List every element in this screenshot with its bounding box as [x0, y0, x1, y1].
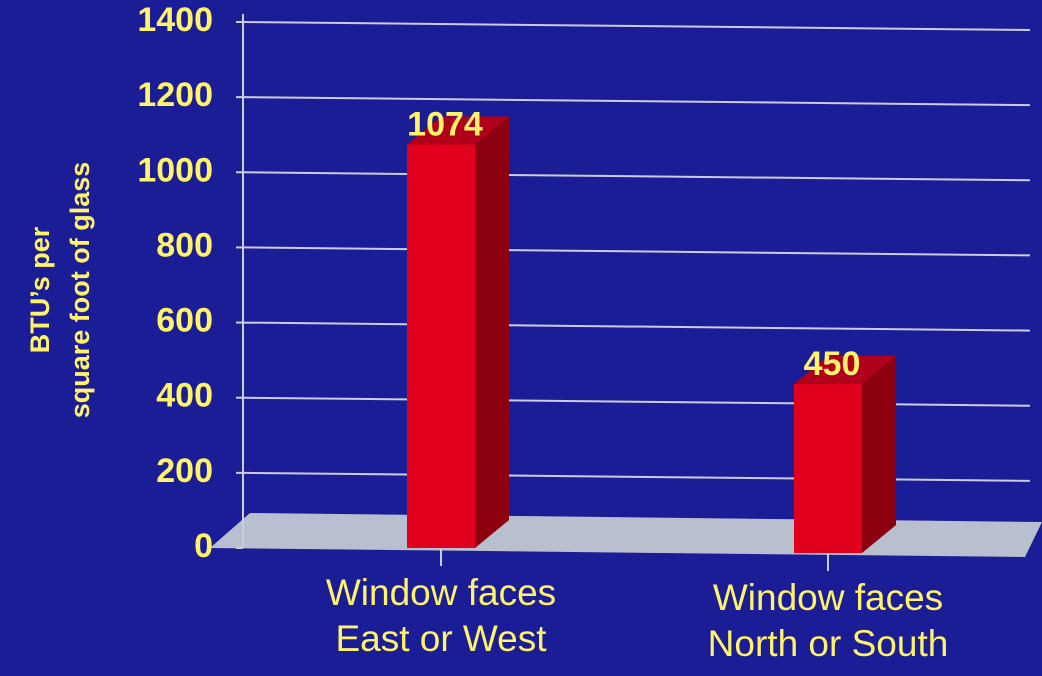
grid-line [242, 171, 1031, 182]
grid-line [242, 96, 1031, 107]
x-tick-label: Window faces North or South [707, 577, 949, 664]
x-tick-label: Window faces East or West [325, 572, 557, 659]
grid-line [242, 321, 1031, 332]
y-tick-label: 600 [156, 302, 213, 340]
bar-top [407, 116, 509, 145]
value-label: 450 [804, 345, 861, 383]
y-tick-label: 200 [156, 452, 213, 490]
bar-top [794, 355, 896, 384]
bar-side [862, 355, 896, 553]
y-tick-label: 400 [156, 377, 213, 415]
grid-line [242, 396, 1031, 407]
y-tick-label: 1000 [137, 151, 213, 189]
y-tick-label: 0 [194, 527, 213, 565]
grid-line [242, 21, 1031, 31]
grid-line [242, 471, 1031, 482]
value-label: 1074 [407, 105, 483, 143]
y-tick-label: 1200 [137, 76, 213, 114]
bar-side [475, 116, 509, 549]
grid-line [242, 246, 1031, 257]
y-tick-label: 800 [156, 226, 213, 264]
bar [407, 144, 475, 549]
bar [794, 383, 862, 553]
y-tick-label: 1400 [137, 1, 213, 39]
y-axis-label: BTU’s per square foot of glass [25, 161, 95, 419]
floor [210, 513, 1042, 557]
